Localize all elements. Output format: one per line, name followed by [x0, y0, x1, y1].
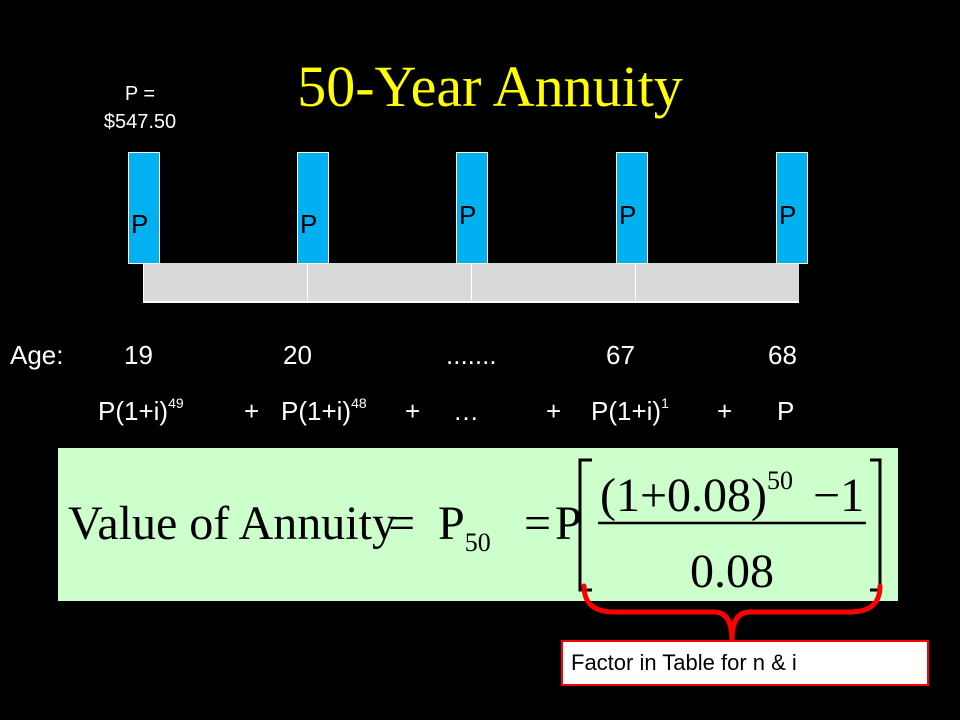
timeline-segment [635, 263, 799, 303]
brace-icon [581, 583, 883, 641]
age-value: 68 [768, 340, 797, 370]
formula-denominator: 0.08 [690, 545, 774, 598]
formula-p50-subscript: 50 [464, 528, 491, 557]
annuity-formula-box: Value of Annuity = P50 = P (1+0.08)50 −1 … [58, 448, 898, 601]
age-label: Age: [10, 340, 64, 370]
payment-label: P [300, 209, 318, 239]
sum-term-4: P [777, 396, 795, 426]
age-value: 67 [606, 340, 635, 370]
formula-p50: P50 [438, 496, 491, 556]
factor-callout: Factor in Table for n & i [561, 640, 929, 686]
sum-term-3-exponent: 1 [661, 395, 669, 411]
sum-term-3-base: P(1+i) [591, 396, 662, 426]
sum-term-1-base: P(1+i) [98, 396, 169, 426]
formula-numerator-base: (1+0.08) [600, 469, 768, 522]
payment-box-5: P [776, 152, 808, 264]
payment-box-2: P [297, 152, 329, 264]
payment-label: P [131, 209, 149, 239]
brace-path [581, 583, 883, 641]
sum-term-1-exponent: 49 [168, 395, 184, 411]
plus-sign: + [244, 396, 260, 426]
formula-lhs: Value of Annuity [68, 497, 396, 550]
plus-sign: + [546, 396, 562, 426]
sum-term-2-base: P(1+i) [281, 396, 352, 426]
payment-label: P [459, 200, 477, 230]
formula-equals: = [388, 497, 416, 550]
age-value: 19 [124, 340, 153, 370]
timeline-segment [307, 263, 471, 303]
sum-ellipsis: … [453, 396, 479, 426]
sum-term-1: P(1+i)49 [98, 394, 184, 428]
payment-label: P [619, 200, 637, 230]
sum-term-3: P(1+i)1 [591, 394, 669, 428]
formula-numerator-minus: −1 [813, 469, 865, 522]
age-ellipsis: ....... [446, 340, 497, 370]
payment-note-line2: $547.50 [103, 111, 177, 133]
formula-numerator-exponent: 50 [767, 466, 794, 495]
formula-numerator: (1+0.08)50 −1 [600, 468, 864, 524]
payment-note-line1: P = [124, 83, 156, 105]
formula-equals: = [524, 497, 552, 550]
plus-sign: + [405, 396, 421, 426]
formula-p: P [555, 497, 582, 550]
left-bracket [578, 458, 592, 592]
plus-sign: + [717, 396, 733, 426]
timeline-bar [143, 263, 799, 303]
payment-box-3: P [456, 152, 488, 264]
timeline-segment [143, 263, 307, 303]
payment-label: P [779, 200, 797, 230]
right-bracket [870, 458, 882, 592]
formula-p50-base: P [438, 497, 465, 550]
age-value: 20 [283, 340, 312, 370]
timeline-segment [471, 263, 635, 303]
payment-box-4: P [616, 152, 648, 264]
formula-graphics [578, 458, 882, 592]
sum-term-2-exponent: 48 [351, 395, 367, 411]
payment-amount-note: P = $547.50 [88, 80, 192, 136]
payment-box-1: P [128, 152, 160, 264]
slide-title: 50-Year Annuity [297, 54, 683, 119]
sum-term-2: P(1+i)48 [281, 394, 367, 428]
